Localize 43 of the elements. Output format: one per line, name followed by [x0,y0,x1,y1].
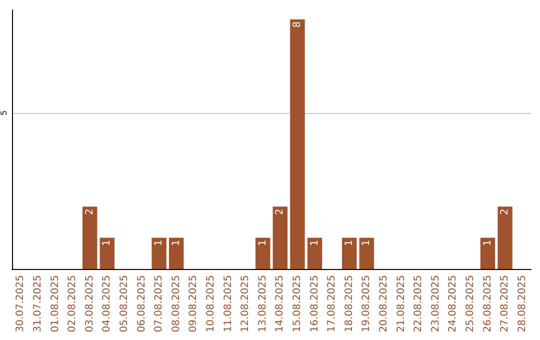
x-tick-label: 09.08.2025 [188,275,200,332]
data-label: 1 [154,240,165,246]
data-label: 1 [102,240,113,246]
data-label: 8 [292,21,303,28]
y-tick-label: 5 [0,110,8,116]
data-label: 1 [170,240,182,246]
x-tick-label: 23.08.2025 [430,275,442,332]
x-tick-label: 26.08.2025 [482,275,494,332]
x-tick-label: 07.08.2025 [154,275,165,332]
x-tick-label: 06.08.2025 [136,275,148,332]
data-label: 2 [274,208,286,215]
data-label: 1 [361,240,372,246]
x-tick-label: 01.08.2025 [50,275,61,332]
x-tick-label: 22.08.2025 [413,275,424,332]
x-tick-label: 28.08.2025 [516,275,528,332]
x-tick-label: 20.08.2025 [378,275,390,332]
x-tick-label: 08.08.2025 [170,275,182,332]
x-tick-label: 03.08.2025 [84,275,96,332]
x-tick-label: 21.08.2025 [396,275,407,332]
x-tick-label: 15.08.2025 [292,275,303,332]
x-tick-label: 16.08.2025 [309,275,320,332]
x-tick-label: 11.08.2025 [222,275,234,332]
x-tick-label: 24.08.2025 [448,275,459,332]
x-tick-label: 10.08.2025 [205,275,216,332]
data-label: 1 [257,240,268,246]
data-label: 1 [344,240,355,246]
data-label: 1 [309,240,320,246]
x-tick-label: 14.08.2025 [274,275,286,332]
x-tick-label: 12.08.2025 [240,275,252,332]
data-label: 2 [84,208,96,215]
x-tick-label: 31.07.2025 [32,275,44,332]
x-tick-label: 25.08.2025 [464,275,476,332]
data-label: 1 [482,240,494,246]
x-tick-label: 05.08.2025 [118,275,130,332]
x-tick-label: 13.08.2025 [257,275,268,332]
x-tick-label: 17.08.2025 [326,275,338,332]
x-tick-label: 27.08.2025 [500,275,511,332]
x-tick-label: 19.08.2025 [361,275,372,332]
x-tick-label: 30.07.2025 [15,275,26,332]
x-tick-label: 02.08.2025 [67,275,78,332]
data-label: 2 [500,208,511,215]
x-tick-label: 04.08.2025 [102,275,113,332]
x-tick-label: 18.08.2025 [344,275,355,332]
